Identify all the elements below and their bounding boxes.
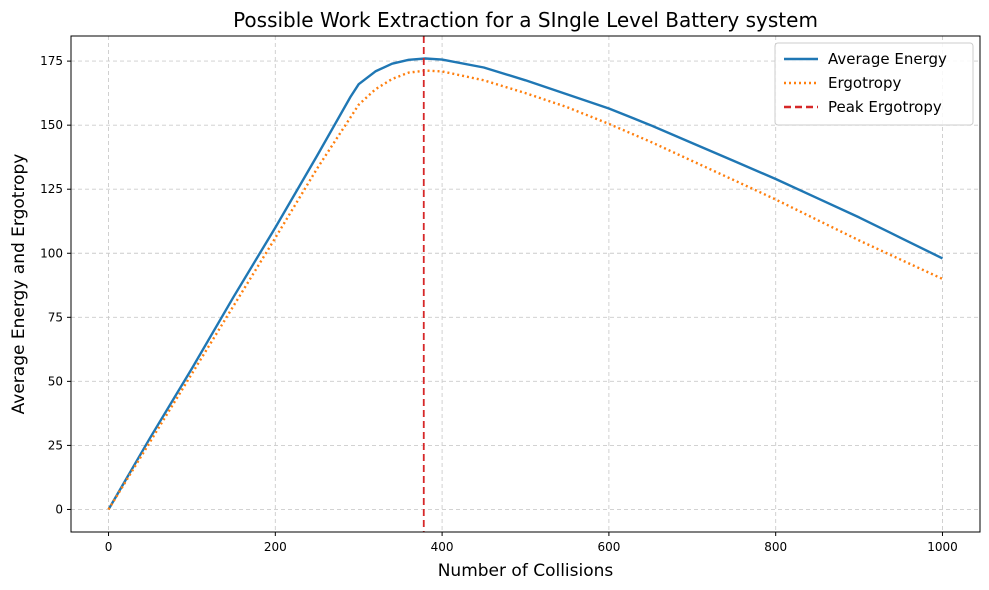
- x-tick-label: 0: [105, 540, 113, 554]
- x-tick-label: 800: [764, 540, 787, 554]
- y-tick-label: 100: [40, 246, 63, 260]
- x-tick-label: 600: [597, 540, 620, 554]
- plot-frame: [70, 35, 981, 533]
- legend-label: Ergotropy: [828, 74, 901, 92]
- x-tick-label: 400: [431, 540, 454, 554]
- legend-label: Peak Ergotropy: [828, 98, 942, 116]
- y-tick-label: 50: [48, 374, 63, 388]
- y-tick-label: 75: [48, 310, 63, 324]
- y-tick-label: 0: [55, 502, 63, 516]
- x-tick-label: 1000: [927, 540, 958, 554]
- legend: Average Energy Ergotropy Peak Ergotropy: [774, 42, 974, 126]
- y-tick-label: 125: [40, 182, 63, 196]
- legend-label: Average Energy: [828, 50, 947, 68]
- ticks: 0 200 400 600 800 1000 0 25 50 75 100 125 150 175: [40, 54, 958, 554]
- y-tick-label: 25: [48, 438, 63, 452]
- x-tick-label: 200: [264, 540, 287, 554]
- y-tick-label: 175: [40, 54, 63, 68]
- series-layer: [107, 57, 944, 511]
- y-axis-label: Average Energy and Ergotropy: [9, 154, 29, 415]
- legend-box: [774, 42, 974, 126]
- x-axis-label: Number of Collisions: [438, 561, 614, 581]
- chart-title: Possible Work Extraction for a SIngle Le…: [233, 8, 818, 32]
- y-tick-label: 150: [40, 118, 63, 132]
- series-line-average-energy: [107, 57, 944, 511]
